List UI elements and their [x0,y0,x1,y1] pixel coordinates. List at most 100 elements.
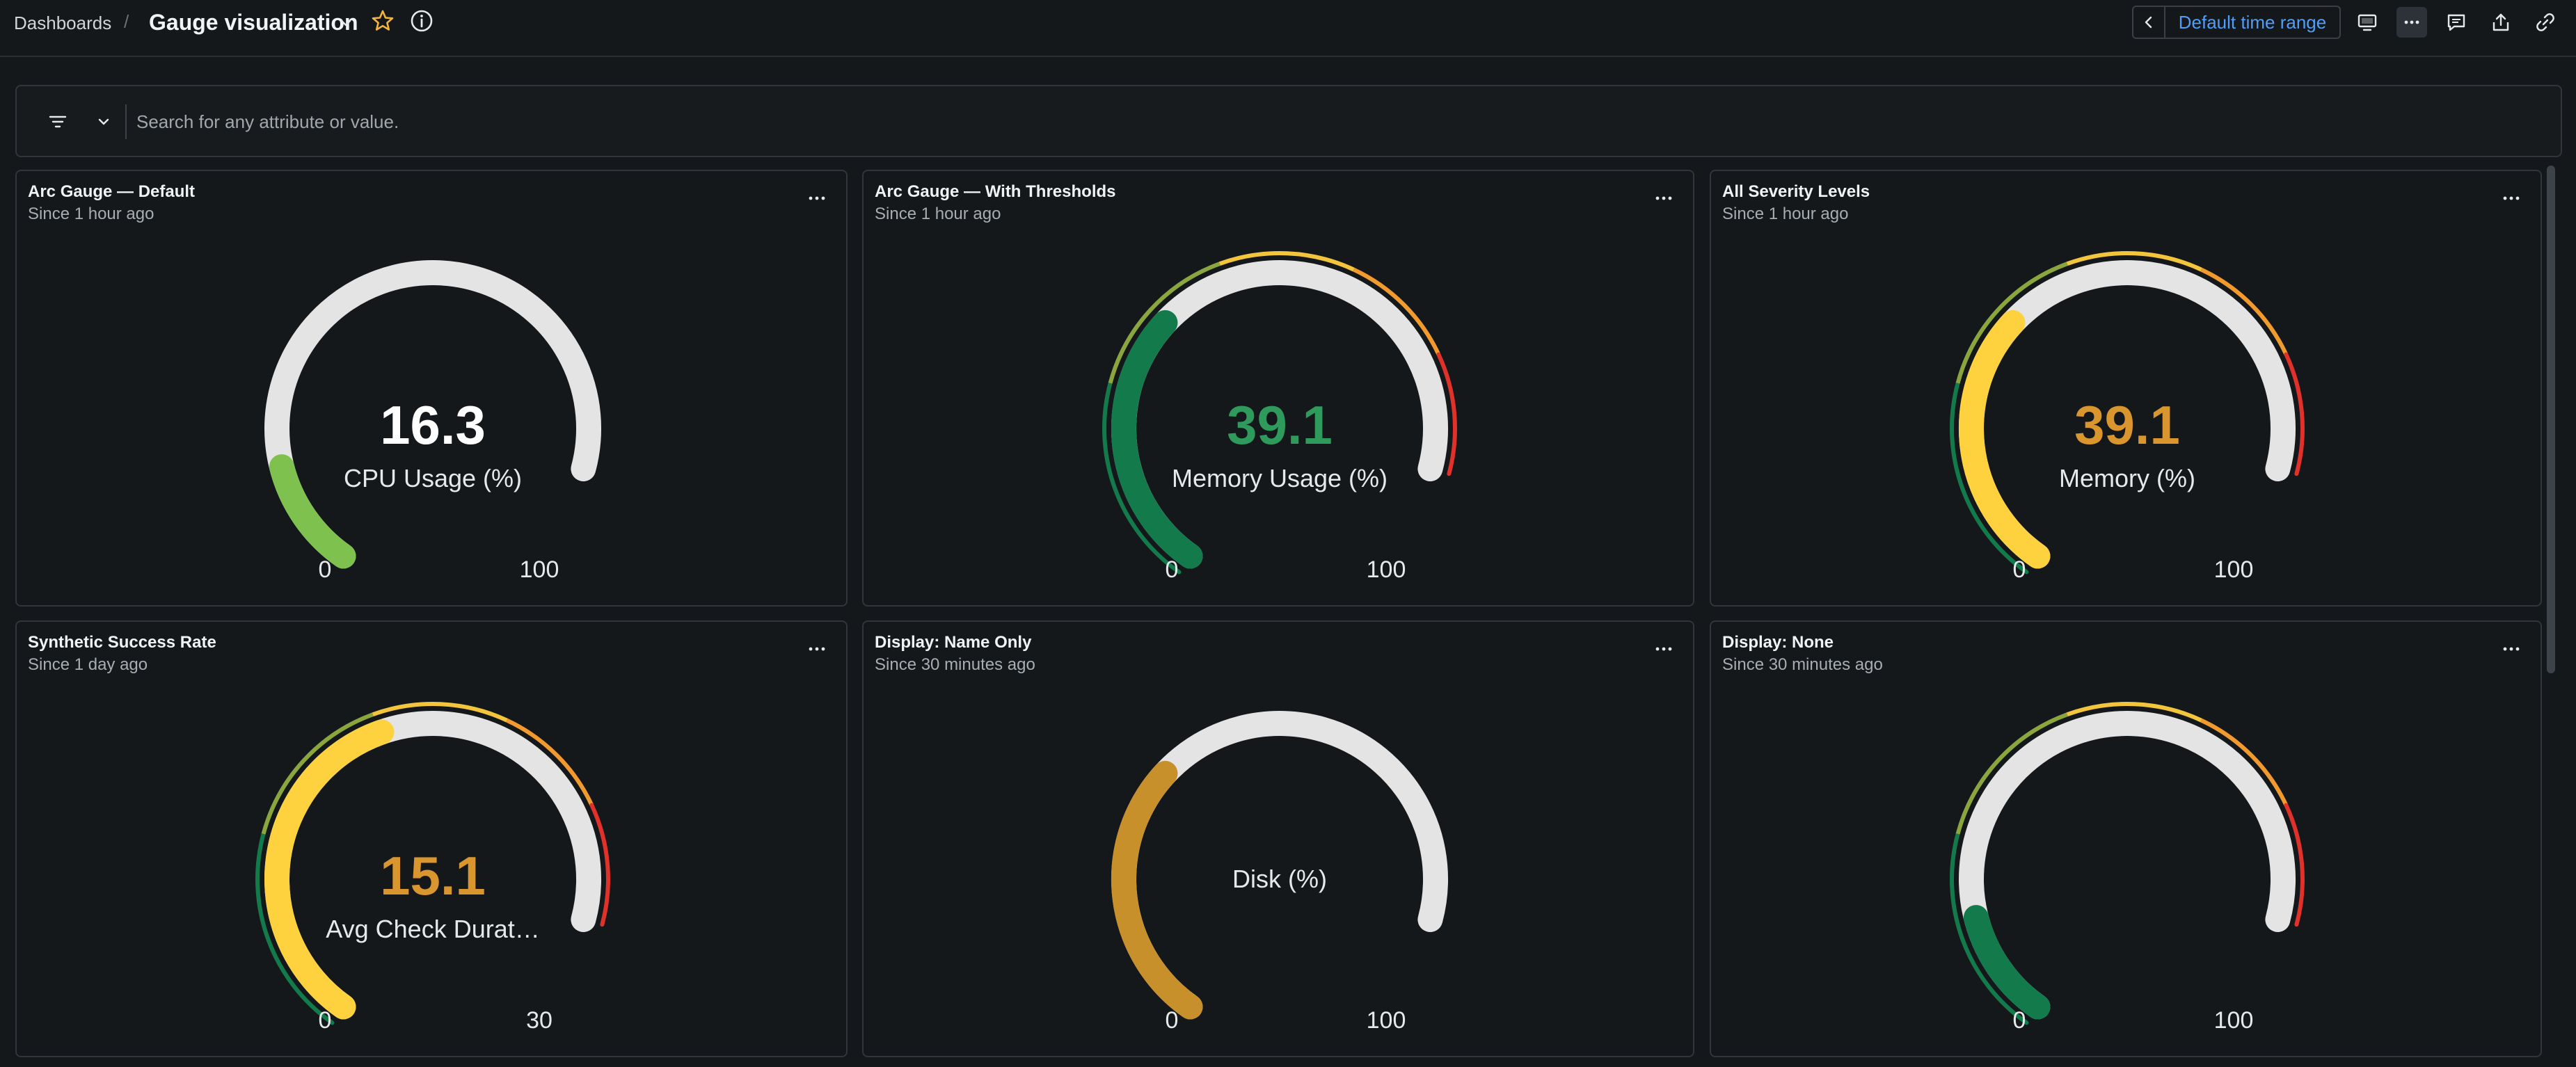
gauge-label: CPU Usage (%) [344,464,522,492]
gauge-min-label: 0 [1166,1007,1179,1034]
threshold-band [1436,352,1457,476]
chevron-down-icon[interactable] [96,114,111,129]
gauge-min-label: 0 [2013,556,2026,583]
gauge-min-label: 0 [319,1007,332,1034]
more-icon [2404,20,2419,24]
filter-bar [15,85,2562,157]
panel-subtitle: Since 30 minutes ago [1722,655,1883,674]
panel-subtitle: Since 1 hour ago [28,204,154,223]
gauge-value-arc [269,454,356,569]
gauge-value-text: 15.1 [380,845,486,906]
panel-subtitle: Since 1 day ago [28,655,148,674]
gauge-track [1959,711,2296,1020]
time-range-label[interactable]: Default time range [2178,11,2327,33]
gauge-label: Avg Check Durat… [326,915,539,943]
panel-menu-button[interactable] [2497,188,2525,209]
more-icon [809,647,825,651]
link-button[interactable] [2530,7,2561,38]
threshold-band [1955,262,2068,384]
threshold-band [589,803,610,927]
panel-title: Arc Gauge — Default [28,182,196,201]
breadcrumb-dashboards[interactable]: Dashboards [14,13,112,33]
threshold-band [1102,380,1182,575]
gauge-value-arc [1111,310,1203,569]
threshold-band [2284,803,2305,927]
threshold-band [1218,251,1355,272]
tv-mode-button[interactable] [2352,7,2383,38]
panel-title: Display: Name Only [875,633,1032,652]
panel-title: Display: None [1722,633,1834,652]
panel-menu-button[interactable] [803,639,831,659]
gauge-max-label: 100 [2214,556,2254,583]
page-title[interactable]: Gauge visualization [149,10,358,35]
time-back-button[interactable] [2133,7,2165,38]
gauge-min-label: 0 [319,556,332,583]
gauge-max-label: 100 [2214,1007,2254,1034]
threshold-band [1950,380,2029,575]
threshold-band [372,702,508,723]
gauge-panel: Synthetic Success Rate Since 1 day ago 1… [15,620,848,1057]
gauge-max-label: 30 [526,1007,552,1034]
gauge-chart: 0 100 [1950,702,2305,1034]
more-button[interactable] [2396,7,2427,38]
panel-title: All Severity Levels [1722,182,1870,201]
panel-subtitle: Since 1 hour ago [1722,204,1849,223]
gauge-min-label: 0 [2013,1007,2026,1034]
panel-menu-button[interactable] [803,188,831,209]
more-icon [2503,647,2520,651]
gauge-max-label: 100 [1367,1007,1406,1034]
time-range-picker[interactable]: Default time range [2132,6,2341,39]
threshold-band [2066,251,2202,272]
threshold-band [2200,267,2289,355]
gauge-value-text: 39.1 [2074,394,2180,456]
gauge-min-label: 0 [1166,556,1179,583]
breadcrumb-separator: / [124,11,129,32]
gauge-chart: 39.1 Memory Usage (%) 0 100 [1102,251,1457,583]
panel-menu-button[interactable] [1650,188,1678,209]
gauge-chart: 15.1 Avg Check Durat… 0 30 [255,702,610,1034]
threshold-band [1950,831,2029,1025]
gauge-panel: Display: Name Only Since 30 minutes ago … [862,620,1694,1057]
threshold-band [261,712,374,835]
info-icon[interactable] [409,8,434,33]
threshold-band [2066,702,2202,723]
gauge-panel: Display: None Since 30 minutes ago 0 100 [1710,620,2542,1057]
threshold-band [506,718,594,806]
more-icon [1655,647,1672,651]
gauge-panel: All Severity Levels Since 1 hour ago 39.… [1710,170,2542,607]
panel-menu-button[interactable] [2497,639,2525,659]
gauge-label: Memory Usage (%) [1172,464,1388,492]
gauge-chart: Disk (%) 0 100 [1111,711,1449,1034]
panel-title: Synthetic Success Rate [28,633,216,652]
chevron-left-icon [2145,16,2152,29]
gauge-max-label: 100 [520,556,559,583]
gauge-value-text: 39.1 [1227,394,1333,456]
panel-menu-button[interactable] [1650,639,1678,659]
gauge-label: Disk (%) [1232,865,1327,893]
more-icon [1655,196,1672,200]
threshold-band [1108,262,1221,384]
share-button[interactable] [2486,7,2516,38]
panel-title: Arc Gauge — With Thresholds [875,182,1116,201]
comment-button[interactable] [2441,7,2472,38]
tv-mode-icon [2358,14,2377,31]
gauge-value-text: 16.3 [380,394,486,456]
filter-icon[interactable] [46,110,70,134]
link-icon [2536,13,2554,31]
gauge-chart: 16.3 CPU Usage (%) 0 100 [264,260,602,583]
threshold-band [255,831,335,1025]
more-icon [809,196,825,200]
more-icon [2503,196,2520,200]
threshold-band [1955,712,2068,835]
scrollbar[interactable] [2544,166,2557,1063]
threshold-band [2284,352,2305,476]
chevron-down-icon[interactable] [338,15,353,31]
scroll-thumb[interactable] [2547,166,2555,673]
star-icon[interactable] [370,8,395,33]
comment-icon [2447,14,2465,31]
gauge-chart: 39.1 Memory (%) 0 100 [1950,251,2305,583]
gauge-panel: Arc Gauge — With Thresholds Since 1 hour… [862,170,1694,607]
search-input[interactable] [136,106,2502,138]
threshold-band [1353,267,1441,355]
gauge-max-label: 100 [1367,556,1406,583]
